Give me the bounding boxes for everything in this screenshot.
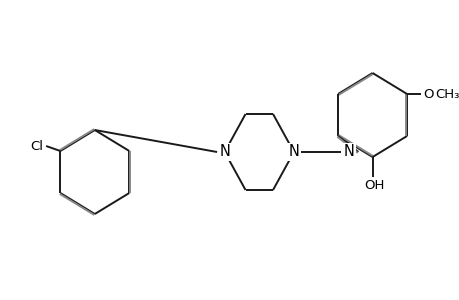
Text: N: N (343, 145, 353, 160)
Text: N: N (219, 145, 230, 160)
Text: OH: OH (364, 179, 384, 192)
Text: N: N (288, 145, 299, 160)
Text: O: O (422, 88, 433, 100)
Text: Cl: Cl (30, 140, 43, 152)
Text: CH₃: CH₃ (435, 88, 459, 100)
